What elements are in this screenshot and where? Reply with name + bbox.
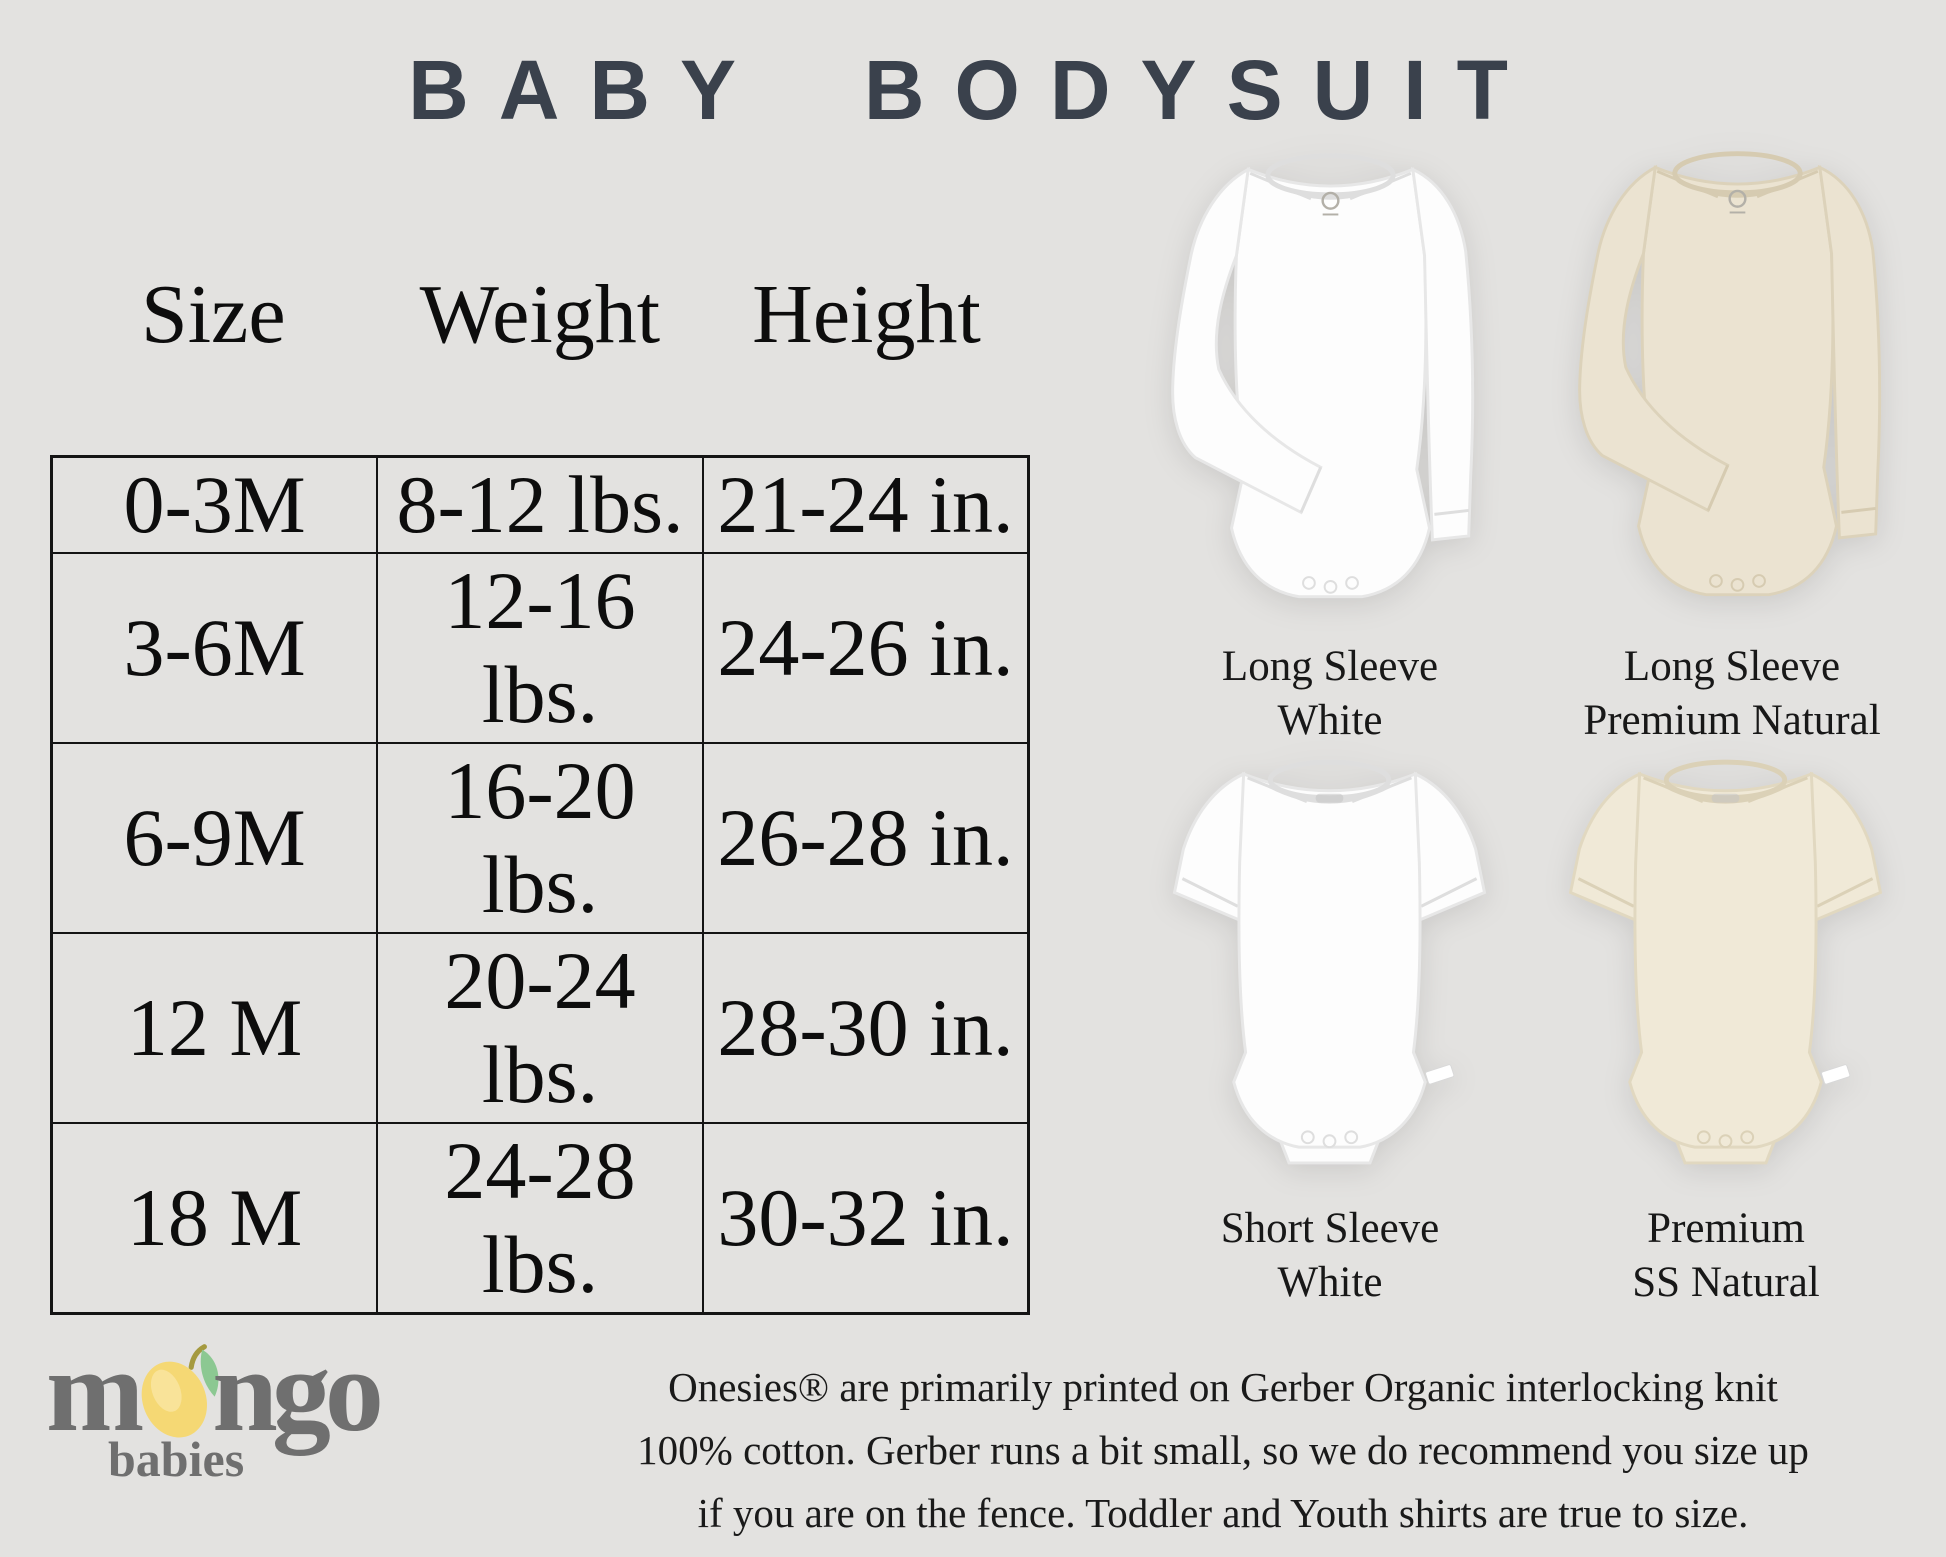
footer-note: Onesies® are primarily printed on Gerber… xyxy=(500,1356,1946,1545)
brand-logo-text-prefix: m xyxy=(46,1325,144,1456)
bodysuit-image-short-sleeve-natural xyxy=(1533,752,1918,1177)
column-header-height: Height xyxy=(752,268,981,361)
height-cell: 24-26 in. xyxy=(701,552,1030,744)
weight-cell: 8-12 lbs. xyxy=(376,455,704,554)
product-label-line2: SS Natural xyxy=(1632,1259,1820,1306)
product-label-line1: Long Sleeve xyxy=(1623,643,1841,690)
table-row: 18 M 24-28 lbs. 30-32 in. xyxy=(50,1122,1030,1315)
column-header-size: Size xyxy=(140,268,286,361)
weight-cell: 24-28 lbs. xyxy=(376,1122,704,1315)
product-label-line1: Premium xyxy=(1647,1205,1805,1252)
size-cell: 6-9M xyxy=(50,742,379,934)
product-label-short-sleeve-white: Short Sleeve White xyxy=(1070,1202,1590,1310)
height-cell: 21-24 in. xyxy=(701,455,1030,554)
page-title: BABY BODYSUIT xyxy=(408,43,1538,137)
footer-note-line: if you are on the fence. Toddler and You… xyxy=(697,1490,1749,1536)
size-cell: 0-3M xyxy=(50,455,379,554)
size-cell: 12 M xyxy=(50,932,379,1124)
product-label-long-sleeve-premium-natural: Long Sleeve Premium Natural xyxy=(1472,640,1946,748)
height-cell: 30-32 in. xyxy=(701,1122,1030,1315)
bodysuit-image-long-sleeve-white xyxy=(1154,140,1507,630)
product-label-line2: Premium Natural xyxy=(1583,697,1881,744)
size-table: 0-3M 8-12 lbs. 21-24 in. 3-6M 12-16 lbs.… xyxy=(50,455,1030,1315)
size-table-headers: Size Weight Height xyxy=(50,272,1030,358)
product-label-line2: White xyxy=(1277,697,1383,744)
brand-logo-wordmark: m ngo xyxy=(46,1332,386,1466)
table-row: 12 M 20-24 lbs. 28-30 in. xyxy=(50,932,1030,1124)
product-label-long-sleeve-white: Long Sleeve White xyxy=(1070,640,1590,748)
table-row: 6-9M 16-20 lbs. 26-28 in. xyxy=(50,742,1030,934)
footer-note-line: Onesies® are primarily printed on Gerber… xyxy=(668,1364,1778,1410)
size-cell: 18 M xyxy=(50,1122,379,1315)
brand-logo-text-suffix: ngo xyxy=(212,1325,384,1456)
table-row: 0-3M 8-12 lbs. 21-24 in. xyxy=(50,455,1030,554)
height-cell: 26-28 in. xyxy=(701,742,1030,934)
table-row: 3-6M 12-16 lbs. 24-26 in. xyxy=(50,552,1030,744)
column-header-weight: Weight xyxy=(419,268,661,361)
bodysuit-image-long-sleeve-natural xyxy=(1561,138,1914,628)
height-cell: 28-30 in. xyxy=(701,932,1030,1124)
bodysuit-image-short-sleeve-white xyxy=(1137,752,1522,1177)
weight-cell: 20-24 lbs. xyxy=(376,932,704,1124)
size-cell: 3-6M xyxy=(50,552,379,744)
product-label-line2: White xyxy=(1277,1259,1383,1306)
weight-cell: 12-16 lbs. xyxy=(376,552,704,744)
product-label-premium-ss-natural: Premium SS Natural xyxy=(1466,1202,1946,1310)
footer-note-line: 100% cotton. Gerber runs a bit small, so… xyxy=(637,1427,1809,1473)
weight-cell: 16-20 lbs. xyxy=(376,742,704,934)
brand-logo-subtitle: babies xyxy=(108,1431,245,1487)
product-label-line1: Short Sleeve xyxy=(1220,1205,1440,1252)
product-label-line1: Long Sleeve xyxy=(1221,643,1439,690)
brand-logo: m ngo babies xyxy=(46,1332,386,1488)
